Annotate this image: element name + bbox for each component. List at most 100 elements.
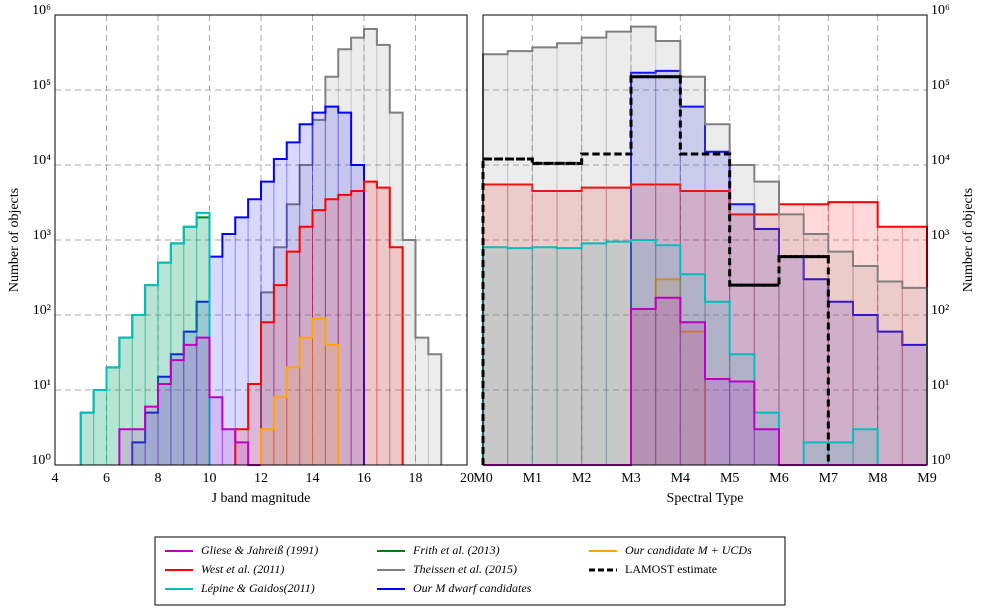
x-tick-label: 18 [409,471,423,486]
plot-frame [482,14,928,466]
legend-label: Theissen et al. (2015) [413,562,517,576]
x-tick-label: M1 [523,471,542,486]
step-outline [260,28,443,465]
y-tick-label: 10¹ [931,378,949,393]
histogram-bar [363,181,378,466]
x-tick-label: 16 [357,471,371,486]
x-tick-label: M6 [769,471,788,486]
histogram-bar [778,256,805,466]
histogram-bar [376,187,391,466]
histogram-bar [556,42,583,466]
histogram-bar [556,190,583,466]
histogram-bar [729,380,755,466]
x-tick-label: 12 [254,471,268,486]
histogram-bar [299,337,313,466]
y-axis-label: Number of objects [961,188,976,292]
histogram-bar [482,246,509,466]
legend-frame [154,536,786,606]
legend-label: Gliese & Jahreiß (1991) [201,543,318,557]
histogram-bar [324,344,339,466]
histogram-bar [704,378,731,466]
step-outline [79,211,211,465]
histogram-bar [118,428,133,466]
x-tick-label: M3 [621,471,640,486]
histogram-bar [901,226,928,466]
histogram-bar [827,301,854,466]
histogram-bar [234,441,249,466]
histogram-bar [531,190,558,466]
y-tick-label: 10² [33,303,51,318]
histogram-bar [655,40,681,466]
x-axis-label: J band magnitude [212,491,311,506]
histogram-bar [852,201,879,466]
y-tick-label: 10⁴ [32,153,51,168]
histogram-bar [415,337,429,466]
y-tick-label: 10⁰ [931,453,951,468]
histogram-bar [93,389,107,466]
step-outline [482,25,928,465]
histogram-bar [260,428,275,466]
legend: Gliese & Jahreiß (1991) West et al. (2011… [154,536,786,606]
y-tick-label: 10³ [931,228,949,243]
legend-label: Frith et al. (2013) [412,543,500,557]
histogram-bar [679,106,706,466]
x-tick-label: M8 [868,471,887,486]
histogram-bar [402,239,416,466]
histogram-bar [507,247,533,466]
legend-label: Our M dwarf candidates [413,581,532,595]
x-tick-label: 14 [306,471,320,486]
y-tick-label: 10⁶ [32,3,51,18]
step-outline [482,183,928,465]
x-tick-label: M4 [671,471,690,486]
step-outline [260,317,340,465]
histogram-bar [183,344,198,466]
histogram-bar [704,151,731,466]
histogram-bar [827,441,854,466]
y-tick-label: 10⁶ [931,3,950,18]
histogram-bar [144,406,159,466]
histogram-bar [901,287,928,466]
histogram-bar [234,216,249,466]
y-tick-label: 10³ [33,228,51,243]
histogram-bar [221,428,236,466]
histogram-bar [630,183,657,466]
histogram-bar [507,183,533,466]
x-tick-label: M9 [917,471,936,486]
step-outline [482,239,927,466]
histogram-bar [286,366,301,466]
y-tick-label: 10⁵ [32,78,51,93]
legend-label: Lépine & Gaidos(2011) [200,581,315,595]
histogram-bar [157,383,172,466]
histogram-bar [605,241,632,466]
histogram-bar [852,265,879,466]
histogram-bar [655,244,681,466]
y-tick-label: 10⁵ [931,78,950,93]
x-axis-label: Spectral Type [667,491,744,506]
histogram-bar [581,37,607,466]
histogram-bar [753,181,780,466]
histogram-bar [247,383,262,466]
histogram-bar [581,242,607,466]
panel: 4 6 8 10 12 14 16 18 20 10⁰ 10¹ 10² 10³ 10⁴ 10⁵ 10⁶ J ba… [7,3,474,506]
x-tick-label: M5 [720,471,739,486]
x-tick-label: 8 [155,471,162,486]
histogram-bar [803,233,829,466]
histogram-bar [655,70,681,466]
histogram-bar [630,308,657,466]
y-tick-label: 10⁴ [931,153,950,168]
histogram-bar [350,190,365,466]
histogram-bar [803,278,829,466]
histogram-bar [531,46,558,466]
histogram-bar [131,428,146,466]
x-tick-label: M0 [473,471,492,486]
histogram-bar [877,280,903,466]
histogram-bar [852,428,879,466]
histogram-bar [80,412,95,466]
histogram-bar [679,273,706,466]
histogram-bar [273,396,288,466]
histogram-bar [827,251,854,466]
histogram-bar [753,213,780,466]
histogram-bar [389,246,404,466]
histogram-bar [753,428,780,466]
